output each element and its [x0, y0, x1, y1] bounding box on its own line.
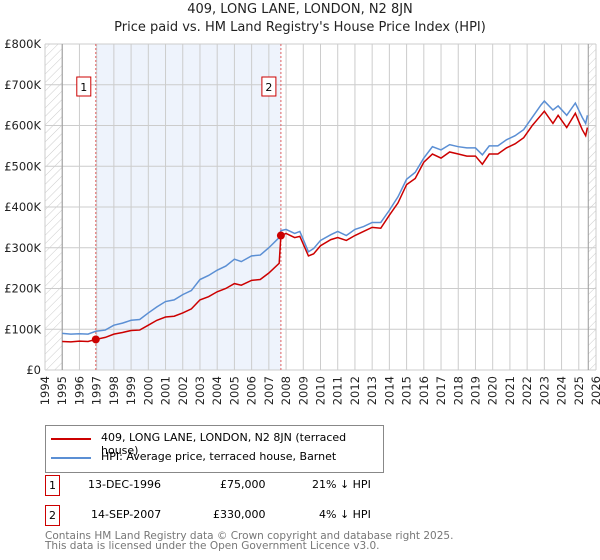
transaction-date: 14-SEP-2007 — [91, 508, 162, 521]
sale-marker-label: 2 — [265, 81, 272, 94]
sale-marker-badge — [261, 76, 277, 97]
x-tick-label: 2015 — [400, 376, 414, 405]
transaction-row: 1 13-DEC-1996 £75,000 21% ↓ HPI — [45, 475, 385, 496]
sale-point — [276, 231, 285, 240]
x-tick-label: 1999 — [124, 376, 138, 405]
y-tick-label: £500K — [4, 159, 41, 173]
transaction-price: £75,000 — [220, 478, 266, 491]
y-tick-label: £400K — [4, 200, 41, 214]
transaction-price: £330,000 — [213, 508, 266, 521]
x-tick-label: 1997 — [90, 376, 104, 405]
x-tick-label: 1994 — [38, 376, 52, 405]
x-tick-label: 2026 — [589, 376, 600, 405]
x-tick-label: 2016 — [417, 376, 431, 405]
x-tick-label: 2010 — [314, 376, 328, 405]
x-tick-label: 2005 — [227, 376, 241, 405]
x-tick-label: 2001 — [159, 376, 173, 405]
legend-label-property: 409, LONG LANE, LONDON, N2 8JN (terraced… — [101, 431, 347, 457]
x-tick-label: 2011 — [331, 376, 345, 405]
chart-subtitle: Price paid vs. HM Land Registry's House … — [114, 20, 486, 35]
x-tick-label: 2003 — [193, 376, 207, 405]
legend-swatch-red — [51, 438, 91, 440]
chart-title: 409, LONG LANE, LONDON, N2 8JN — [187, 2, 413, 17]
x-tick-label: 2020 — [486, 376, 500, 405]
x-tick-label: 2013 — [365, 376, 379, 405]
y-tick-label: £0 — [26, 363, 41, 377]
y-tick-label: £200K — [4, 282, 41, 296]
footer-line-2: This data is licensed under the Open Gov… — [45, 540, 380, 552]
x-tick-label: 2008 — [279, 376, 293, 405]
x-tick-label: 2024 — [555, 376, 569, 405]
x-tick-label: 1995 — [55, 376, 69, 405]
legend: 409, LONG LANE, LONDON, N2 8JN (terraced… — [45, 425, 384, 473]
x-tick-label: 1998 — [107, 376, 121, 405]
y-tick-label: £600K — [4, 119, 41, 133]
plot-area: 1994 1995 1996 1997 1998 1999 2000 2001 2002 2003… — [4, 37, 600, 405]
transaction-date: 13-DEC-1996 — [88, 478, 162, 491]
legend-swatch-blue — [51, 457, 91, 459]
sale-marker-label: 1 — [80, 81, 87, 94]
x-tick-label: 2019 — [468, 376, 482, 405]
y-tick-label: £700K — [4, 78, 41, 92]
sale-point — [91, 335, 100, 344]
series-line-property — [62, 110, 589, 343]
x-tick-label: 2023 — [537, 376, 551, 405]
footer-line-1: Contains HM Land Registry data © Crown c… — [45, 530, 454, 542]
x-tick-label: 2009 — [296, 376, 310, 405]
x-tick-label: 2012 — [348, 376, 362, 405]
x-tick-label: 2018 — [451, 376, 465, 405]
transaction-diff: 21% ↓ HPI — [312, 478, 371, 491]
x-tick-label: 1996 — [72, 376, 86, 405]
y-tick-label: £800K — [4, 37, 41, 51]
x-tick-label: 2014 — [382, 376, 396, 405]
x-tick-label: 2007 — [262, 376, 276, 405]
x-tick-label: 2000 — [141, 376, 155, 405]
x-tick-label: 2021 — [503, 376, 517, 405]
sale-marker-badge — [76, 76, 92, 97]
x-tick-label: 2022 — [520, 376, 534, 405]
transaction-row: 2 14-SEP-2007 £330,000 4% ↓ HPI — [45, 505, 385, 526]
transaction-diff: 4% ↓ HPI — [319, 508, 371, 521]
legend-label-hpi: HPI: Average price, terraced house, Barn… — [101, 450, 337, 463]
x-tick-label: 2002 — [176, 376, 190, 405]
y-tick-label: £300K — [4, 241, 41, 255]
x-tick-label: 2025 — [572, 376, 586, 405]
x-tick-label: 2004 — [210, 376, 224, 405]
y-tick-label: £100K — [4, 322, 41, 336]
x-tick-label: 2017 — [434, 376, 448, 405]
footer: Contains HM Land Registry data © Crown c… — [45, 530, 454, 552]
series-line-hpi — [62, 99, 589, 335]
transaction-badge: 2 — [45, 505, 60, 526]
transaction-badge: 1 — [45, 475, 60, 496]
x-tick-label: 2006 — [245, 376, 259, 405]
